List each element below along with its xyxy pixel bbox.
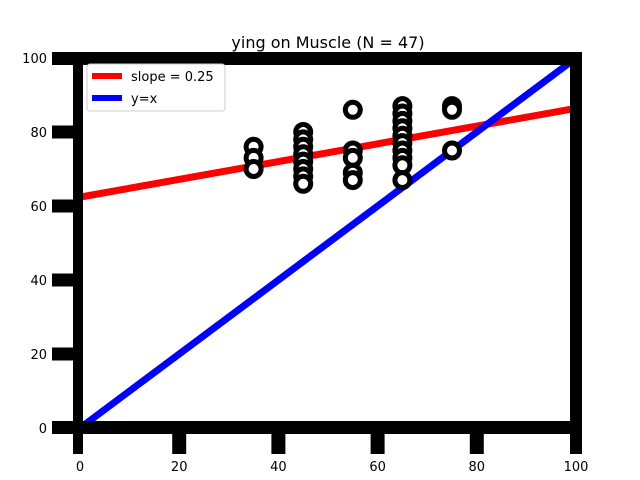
scatter-point: [243, 159, 264, 179]
y-tick-label: 0: [39, 422, 47, 437]
identity-line: [77, 55, 579, 431]
x-tick-label: 80: [469, 460, 486, 475]
x-tick-label: 0: [76, 460, 84, 475]
x-tick: [271, 433, 286, 454]
left-spine: [73, 52, 83, 434]
x-tick: [73, 433, 83, 454]
y-tick: [52, 273, 74, 287]
x-tick-label: 100: [564, 460, 589, 475]
scatter-point: [342, 170, 363, 191]
x-tick: [469, 433, 484, 454]
scatter-point: [293, 173, 314, 194]
y-tick: [52, 199, 74, 213]
scatter-point: [342, 99, 363, 120]
x-tick: [570, 433, 582, 454]
y-tick: [52, 125, 74, 139]
legend-label: y=x: [131, 92, 158, 107]
x-tick-label: 60: [369, 460, 386, 475]
y-tick: [52, 347, 74, 361]
ticks-layer: 0 20 40 60 80 100 0 20 40 60 80 100: [22, 52, 588, 475]
series-layer: [77, 55, 579, 431]
axes-frame: [52, 52, 582, 434]
x-tick: [370, 433, 385, 454]
y-tick-label: 20: [30, 348, 47, 363]
scatter-point: [442, 99, 462, 120]
scatter-point: [442, 140, 462, 161]
scatter-point: [392, 170, 413, 191]
bottom-spine: [52, 421, 582, 434]
top-spine: [52, 52, 582, 65]
legend: slope = 0.25 y=x: [86, 63, 226, 112]
y-tick-label: 60: [30, 200, 47, 215]
x-tick: [172, 433, 187, 454]
x-tick-label: 40: [270, 460, 287, 475]
legend-label: slope = 0.25: [131, 70, 214, 85]
y-tick-label: 100: [22, 52, 47, 67]
points-layer: [243, 96, 462, 194]
x-tick-label: 20: [171, 460, 188, 475]
y-tick-label: 40: [30, 274, 47, 289]
right-spine: [570, 52, 582, 434]
y-tick-label: 80: [30, 126, 47, 141]
chart-title: ying on Muscle (N = 47): [231, 33, 424, 52]
